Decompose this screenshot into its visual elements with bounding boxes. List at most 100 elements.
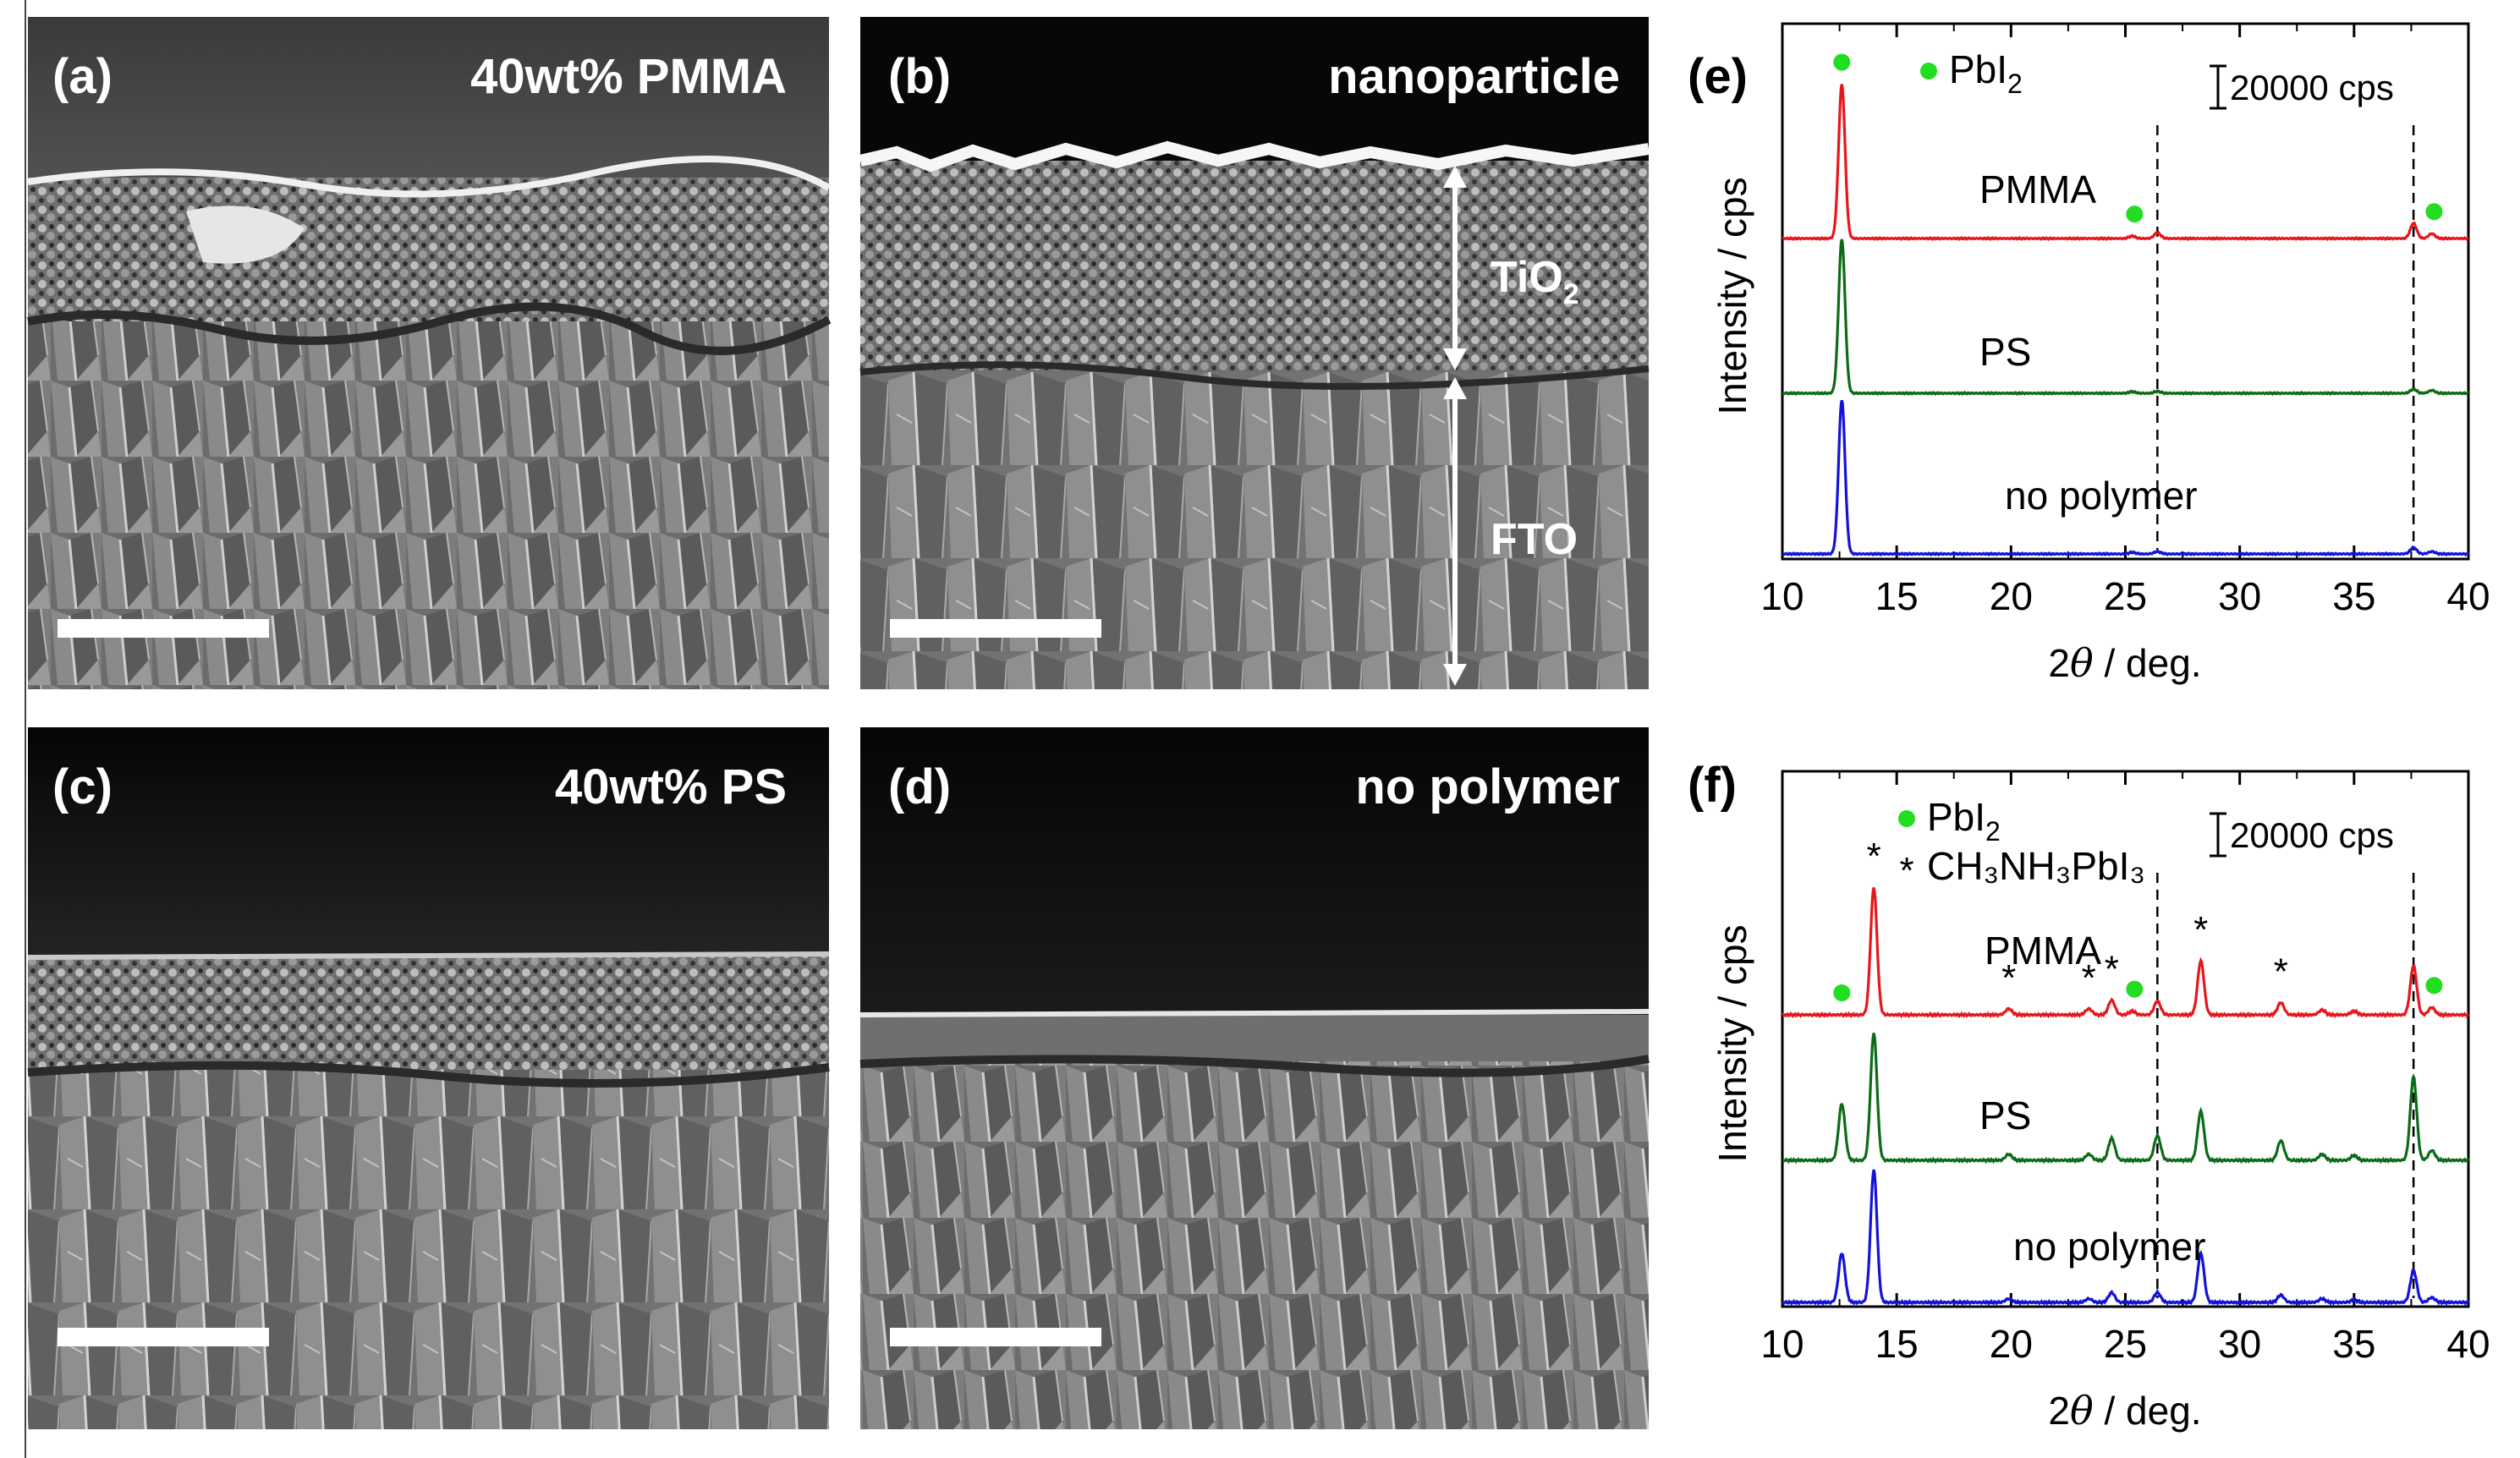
- panel-title: 40wt% PMMA: [470, 49, 787, 104]
- perovskite-overlayer: [28, 956, 829, 1070]
- interface: [859, 361, 1650, 390]
- panel-title: 40wt% PS: [555, 759, 787, 814]
- pbi2-marker-icon: [2126, 980, 2144, 998]
- panel-label: (f): [1688, 758, 1737, 813]
- pbi2-marker-icon: [2126, 206, 2144, 223]
- sem-panel-a: (a) 40wt% PMMA: [27, 17, 832, 689]
- series-line-ps: [1782, 238, 2469, 397]
- arrow-head-icon: [1443, 166, 1467, 188]
- fto-layer: [860, 1061, 1649, 1429]
- legend: PbI2 * CH₃NH₃PbI₃: [1898, 795, 2145, 891]
- scale-bar: [890, 619, 1101, 638]
- series-line-ps: [1782, 1033, 2470, 1165]
- sem-panel-d: (d) no polymer: [859, 727, 1650, 1429]
- arrow-head-icon: [1443, 348, 1467, 370]
- scale-indicator: 20000 cps: [2210, 64, 2394, 110]
- reference-lines: [2156, 873, 2415, 1298]
- x-tick-label: 30: [2218, 574, 2261, 618]
- x-tick-label: 40: [2446, 1322, 2490, 1366]
- sem-panel-b: TiO2 FTO (b) nanoparticle: [859, 17, 1650, 689]
- tio2-label: TiO2: [1491, 253, 1579, 310]
- perovskite-marker-icon: *: [2274, 951, 2288, 993]
- perovskite-marker-icon: *: [2193, 909, 2208, 951]
- series-label: no polymer: [2013, 1225, 2206, 1269]
- x-tick-label: 40: [2446, 574, 2490, 618]
- overlayer-surface: [27, 951, 830, 960]
- series-group: PMMA PS no polymer: [1781, 887, 2470, 1307]
- overlayer-surface: [859, 1009, 1650, 1017]
- pbi2-marker-icon: [1833, 53, 1851, 71]
- interface: [27, 1061, 830, 1088]
- tio2-surface: [859, 140, 1650, 173]
- panel-title: nanoparticle: [1328, 49, 1620, 104]
- panel-label: (e): [1688, 49, 1748, 104]
- x-tick-label: 20: [1990, 1322, 2033, 1366]
- y-axis-label: Intensity / cps: [1710, 177, 1754, 414]
- interface: [859, 1055, 1650, 1077]
- arrow-head-icon: [1443, 377, 1467, 399]
- perovskite-marker-icon: *: [2001, 957, 2016, 999]
- sem-panel-c: (c) 40wt% PS: [27, 727, 830, 1429]
- overlayer-surface: [27, 156, 832, 198]
- scale-bar: [58, 619, 269, 638]
- scale-label: 20000 cps: [2230, 68, 2394, 107]
- series-group: PMMA PS no polymer: [1782, 84, 2470, 557]
- bright-crystal: [186, 206, 305, 264]
- interface: [27, 302, 832, 355]
- panel-label: (d): [888, 759, 951, 814]
- panel-label: (c): [52, 759, 113, 814]
- reference-lines: [2156, 125, 2415, 551]
- x-axis-label: 2θ / deg.: [2048, 1388, 2201, 1433]
- legend-text: CH₃NH₃PbI₃: [1927, 844, 2145, 888]
- x-tick-label: 30: [2218, 1322, 2261, 1366]
- series-label: no polymer: [2005, 474, 2198, 518]
- marker-group: [1833, 53, 2443, 223]
- fto-layer: [28, 1070, 829, 1429]
- x-tick-label: 35: [2332, 574, 2375, 618]
- series-label: PMMA: [1985, 929, 2101, 973]
- series-label: PMMA: [1979, 167, 2096, 211]
- x-tick-label: 10: [1760, 1322, 1804, 1366]
- panel-title: no polymer: [1355, 759, 1620, 814]
- perovskite-marker-icon: *: [1867, 836, 1881, 877]
- fto-label: FTO: [1491, 515, 1578, 564]
- series-line-no-polymer: [1782, 1169, 2470, 1307]
- x-ticks: 10 15 20 25 30 35 40: [1760, 771, 2490, 1366]
- legend: PbI2: [1920, 47, 2023, 99]
- x-tick-label: 15: [1875, 574, 1919, 618]
- scale-bar: [58, 1328, 269, 1346]
- tio2-layer: [860, 161, 1649, 372]
- scale-indicator: 20000 cps: [2210, 812, 2394, 858]
- legend-star-icon: *: [1899, 850, 1913, 891]
- arrow-head-icon: [1443, 664, 1467, 686]
- x-axis-label: 2θ / deg.: [2048, 640, 2201, 686]
- perovskite-overlayer: [28, 178, 829, 330]
- perovskite-marker-icon: *: [2105, 949, 2119, 990]
- legend-text: PbI2: [1949, 47, 2023, 99]
- pbi2-marker-icon: [1833, 984, 1851, 1001]
- series-line-no-polymer: [1782, 399, 2470, 557]
- scale-label: 20000 cps: [2230, 815, 2394, 855]
- series-label: PS: [1979, 1094, 2031, 1137]
- y-axis-label: Intensity / cps: [1710, 924, 1754, 1162]
- panel-label: (a): [52, 49, 113, 104]
- x-tick-label: 25: [2104, 574, 2147, 618]
- legend-text: PbI2: [1927, 795, 2001, 847]
- marker-group: ** * ***: [1833, 836, 2443, 1001]
- x-tick-label: 10: [1760, 574, 1804, 618]
- x-tick-label: 25: [2104, 1322, 2147, 1366]
- xrd-chart-e: (e) 10 15 20 25 30 35 40 PMMA PS no polymer PbI2…: [1688, 22, 2490, 686]
- series-label: PS: [1979, 330, 2031, 374]
- pbi2-marker-icon: [2425, 203, 2443, 221]
- x-tick-label: 20: [1990, 574, 2033, 618]
- legend-dot-icon: [1920, 63, 1937, 79]
- panel-label: (b): [888, 49, 951, 104]
- perovskite-marker-icon: *: [2082, 957, 2096, 999]
- series-line-pmma: [1781, 887, 2469, 1019]
- x-tick-label: 35: [2332, 1322, 2375, 1366]
- x-tick-label: 15: [1875, 1322, 1919, 1366]
- x-ticks: 10 15 20 25 30 35 40: [1760, 24, 2490, 618]
- legend-dot-icon: [1898, 810, 1915, 827]
